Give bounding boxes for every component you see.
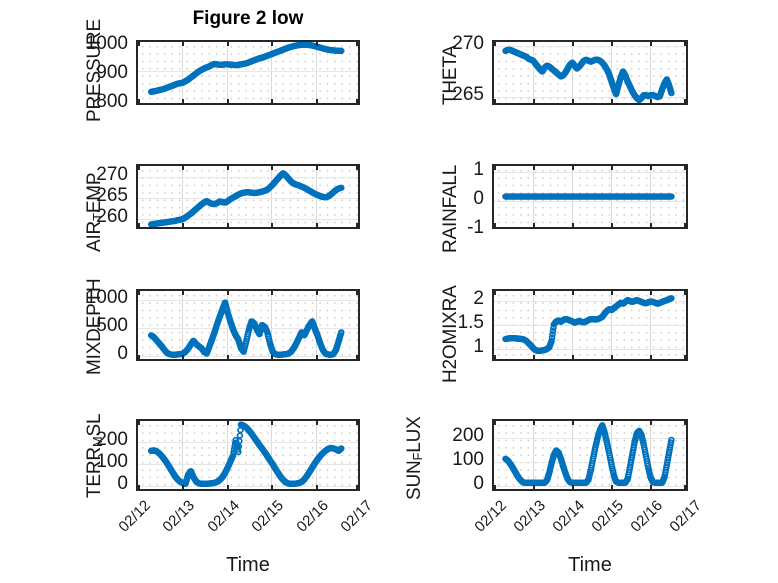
sunflux-ytick-200: 200 bbox=[452, 425, 484, 446]
rainfall-ytick-1: 1 bbox=[473, 159, 484, 180]
theta-data-points bbox=[494, 42, 686, 103]
mixdepth-ytick-500: 500 bbox=[96, 315, 128, 336]
right-xtick-5: 02/17 bbox=[666, 497, 706, 536]
theta-plot-box bbox=[492, 40, 688, 105]
terrmsl-data-points bbox=[138, 421, 358, 489]
rainfall-ytick-neg1: -1 bbox=[467, 217, 484, 238]
panel-terrmsl bbox=[136, 419, 360, 491]
panel-airtemp bbox=[136, 164, 360, 229]
left-xtick-4: 02/16 bbox=[293, 497, 333, 536]
h2omixra-grid bbox=[494, 291, 686, 359]
terrmsl-ytick-0: 0 bbox=[117, 473, 128, 494]
right-xtick-1: 02/13 bbox=[510, 497, 550, 536]
airtemp-plot-box bbox=[136, 164, 360, 229]
rainfall-data-points bbox=[494, 166, 686, 227]
airtemp-ytick-260: 260 bbox=[96, 206, 128, 227]
airtemp-data-points bbox=[138, 166, 358, 227]
mixdepth-plot-box bbox=[136, 289, 360, 361]
mixdepth-ytick-1000: 1000 bbox=[85, 287, 128, 308]
right-x-axis-label: Time bbox=[568, 554, 612, 576]
h2omixra-ytick-1p5: 1.5 bbox=[457, 312, 484, 333]
pressure-plot-box bbox=[136, 40, 360, 105]
sunflux-ytick-0: 0 bbox=[473, 473, 484, 494]
left-xtick-3: 02/15 bbox=[248, 497, 288, 536]
panel-mixdepth bbox=[136, 289, 360, 361]
h2omixra-plot-box bbox=[492, 289, 688, 361]
figure-title: Figure 2 low bbox=[192, 8, 304, 29]
pressure-minor-grid bbox=[138, 42, 358, 103]
terrmsl-ytick-200: 200 bbox=[96, 429, 128, 450]
rainfall-ytick-0: 0 bbox=[473, 188, 484, 209]
left-xtick-0: 02/12 bbox=[115, 497, 155, 536]
sunflux-ytick-100: 100 bbox=[452, 449, 484, 470]
airtemp-ytick-265: 265 bbox=[96, 185, 128, 206]
left-xtick-5: 02/17 bbox=[337, 497, 377, 536]
panel-rainfall bbox=[492, 164, 688, 229]
sunflux-data-points bbox=[494, 421, 686, 489]
left-xtick-1: 02/13 bbox=[159, 497, 199, 536]
panel-h2omixra bbox=[492, 289, 688, 361]
pressure-ytick-800: 800 bbox=[96, 91, 128, 112]
mixdepth-data-points bbox=[138, 291, 358, 359]
theta-ytick-270: 270 bbox=[452, 33, 484, 54]
right-xtick-3: 02/15 bbox=[588, 497, 628, 536]
panel-theta bbox=[492, 40, 688, 105]
pressure-ytick-900: 900 bbox=[96, 62, 128, 83]
pressure-ytick-1000: 1000 bbox=[85, 33, 128, 54]
rainfall-plot-box bbox=[492, 164, 688, 229]
left-x-axis-label: Time bbox=[226, 554, 270, 576]
pressure-data-points bbox=[138, 42, 358, 103]
h2omixra-data-points bbox=[494, 291, 686, 359]
terrmsl-ytick-100: 100 bbox=[96, 451, 128, 472]
panel-sunflux bbox=[492, 419, 688, 491]
h2omixra-ytick-2: 2 bbox=[473, 288, 484, 309]
theta-ytick-265: 265 bbox=[452, 84, 484, 105]
mixdepth-ytick-0: 0 bbox=[117, 343, 128, 364]
airtemp-ytick-270: 270 bbox=[96, 164, 128, 185]
right-xtick-4: 02/16 bbox=[627, 497, 667, 536]
terrmsl-plot-box bbox=[136, 419, 360, 491]
panel-pressure bbox=[136, 40, 360, 105]
pressure-grid bbox=[138, 42, 358, 103]
sunflux-plot-box bbox=[492, 419, 688, 491]
h2omixra-ytick-1: 1 bbox=[473, 336, 484, 357]
right-xtick-2: 02/14 bbox=[549, 497, 589, 536]
left-xtick-2: 02/14 bbox=[204, 497, 244, 536]
right-xtick-0: 02/12 bbox=[471, 497, 511, 536]
